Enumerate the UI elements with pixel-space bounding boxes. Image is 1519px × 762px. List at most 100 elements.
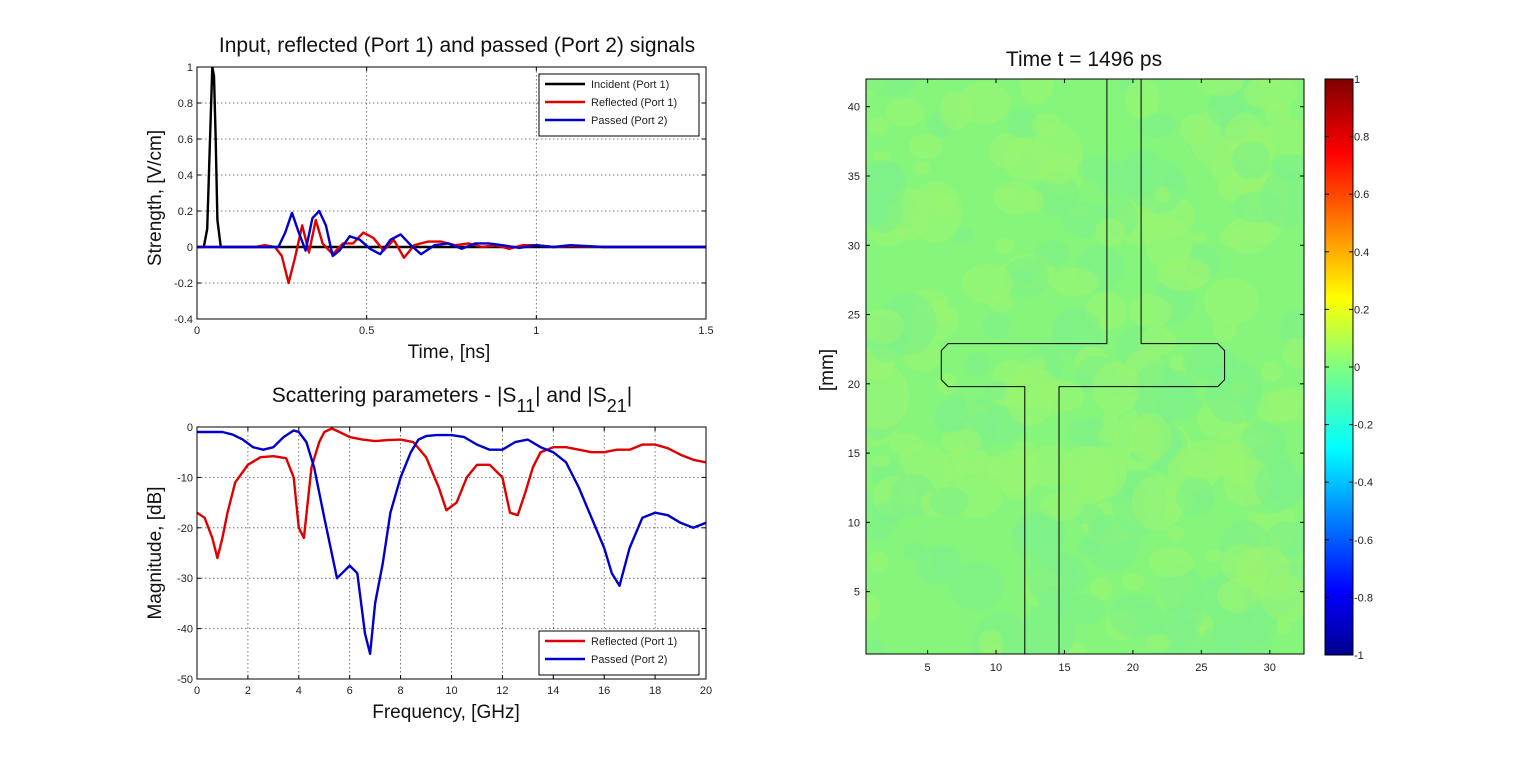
colorbar-tick-label: -0.4 <box>1354 477 1373 489</box>
field-patch <box>1176 602 1204 633</box>
field-patch <box>964 398 1000 430</box>
series-line-reflected-port-1 <box>197 427 706 560</box>
x-tick-label: 30 <box>1264 662 1276 674</box>
field-patch <box>866 593 881 624</box>
field-patch <box>889 432 923 455</box>
colorbar-tick-label: 0.4 <box>1354 247 1369 259</box>
field-patch <box>1213 442 1256 479</box>
field-patch <box>1011 512 1063 561</box>
field-patch <box>1191 232 1208 243</box>
field-patch <box>1034 240 1070 267</box>
title-part: | <box>627 384 632 407</box>
field-patch <box>909 180 963 244</box>
colorbar-tick-label: -0.6 <box>1354 535 1373 547</box>
x-tick-label: 16 <box>598 685 610 697</box>
field-patch <box>1128 294 1172 329</box>
y-tick-label: 10 <box>848 517 860 529</box>
field-patch <box>867 551 889 573</box>
x-tick-label: 4 <box>296 685 302 697</box>
field-patch <box>1010 441 1038 470</box>
field-patch <box>1146 633 1172 652</box>
field-patch <box>1122 572 1145 591</box>
field-patch <box>1094 217 1126 247</box>
field-patch <box>868 116 890 136</box>
y-tick-label: 35 <box>848 171 860 183</box>
x-tick-label: 20 <box>1127 662 1139 674</box>
field-patch <box>1007 108 1039 141</box>
heatmap-plot <box>865 78 1354 656</box>
x-tick-label: 0 <box>194 325 200 337</box>
x-axis-label: Frequency, [GHz] <box>372 702 519 723</box>
field-patch <box>931 546 963 576</box>
field-patch <box>1167 525 1185 542</box>
field-patch <box>1051 267 1099 297</box>
field-patch <box>951 226 975 245</box>
y-tick-label: -10 <box>177 472 193 484</box>
field-patch <box>961 263 1014 304</box>
field-patch <box>1077 156 1120 183</box>
field-patch <box>871 454 891 468</box>
field-patch <box>1039 492 1084 522</box>
chart-title: Time t = 1496 ps <box>1006 48 1162 71</box>
colorbar-tick-label: -0.2 <box>1354 420 1373 432</box>
field-patch <box>1135 112 1177 138</box>
field-patch <box>911 160 931 176</box>
field-patch <box>1219 226 1249 248</box>
field-patch <box>866 639 884 654</box>
colorbar-tick-label: 0.8 <box>1354 132 1369 144</box>
y-tick-label: 0.2 <box>178 206 193 218</box>
legend-box <box>538 630 700 676</box>
y-axis-label: Strength, [V/cm] <box>145 130 166 266</box>
y-tick-label: -0.2 <box>174 278 193 290</box>
axes-frame <box>865 78 1305 655</box>
x-tick-label: 20 <box>700 685 712 697</box>
field-patch <box>908 133 943 160</box>
field-patch <box>1036 171 1079 217</box>
field-patch <box>1176 477 1215 517</box>
x-tick-label: 10 <box>990 662 1002 674</box>
x-tick-label: 2 <box>245 685 251 697</box>
y-tick-label: 15 <box>848 448 860 460</box>
field-patch <box>981 311 1011 339</box>
field-patch <box>1205 359 1263 424</box>
field-patch <box>1129 413 1172 462</box>
field-patch <box>1131 474 1185 531</box>
field-patch <box>885 98 925 127</box>
field-patch <box>934 399 968 433</box>
x-tick-label: 0 <box>194 685 200 697</box>
y-tick-label: 25 <box>848 310 860 322</box>
y-tick-label: 5 <box>854 587 860 599</box>
field-patch <box>1131 362 1186 425</box>
field-patch <box>1061 594 1106 625</box>
x-axis-label: Time, [ns] <box>408 342 491 363</box>
colorbar-tick-label: 1 <box>1354 74 1360 86</box>
x-tick-label: 0.5 <box>359 325 374 337</box>
x-tick-label: 10 <box>445 685 457 697</box>
field-patch <box>1255 391 1299 424</box>
field-patch <box>968 455 1005 480</box>
chart-title: Scattering parameters - |S11| and |S21| <box>272 384 633 416</box>
y-tick-label: 40 <box>848 102 860 114</box>
y-tick-label: -40 <box>177 624 193 636</box>
field-patch <box>1154 186 1171 203</box>
x-tick-label: 12 <box>496 685 508 697</box>
field-patch <box>1099 426 1118 444</box>
colorbar-tick-label: 0.6 <box>1354 189 1369 201</box>
title-part: | and |S <box>535 384 607 407</box>
y-tick-label: 30 <box>848 240 860 252</box>
field-patch <box>1254 460 1304 511</box>
legend-label: Reflected (Port 1) <box>591 97 677 109</box>
x-tick-label: 18 <box>649 685 661 697</box>
field-patch <box>1261 574 1304 623</box>
y-tick-label: -20 <box>177 523 193 535</box>
field-patch <box>949 561 1005 611</box>
field-patch <box>1282 337 1304 369</box>
y-tick-label: 20 <box>848 379 860 391</box>
x-tick-label: 1 <box>533 325 539 337</box>
field-patch <box>1085 515 1140 572</box>
y-tick-label: 0 <box>187 422 193 434</box>
field-patch <box>1262 118 1304 156</box>
title-subscript: 21 <box>607 396 627 416</box>
field-patch <box>1196 79 1245 97</box>
